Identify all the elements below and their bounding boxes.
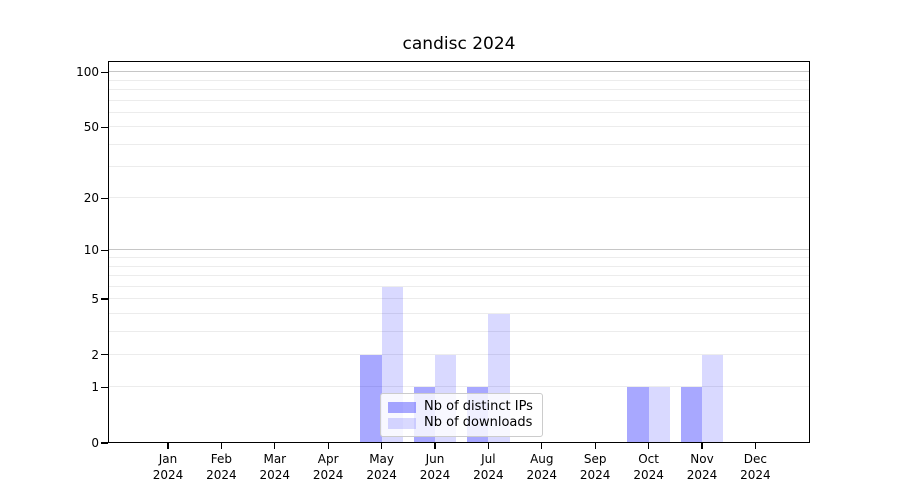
x-tick-label: Jan 2024 [152,452,184,482]
y-tick-label: 100 [76,65,99,80]
x-tick-mark [167,443,169,449]
legend: Nb of distinct IPs Nb of downloads [380,393,543,437]
gridline [108,197,810,199]
legend-label-distinct-ips: Nb of distinct IPs [424,399,533,414]
gridline [108,265,810,267]
gridline [108,312,810,314]
x-tick-mark [327,443,329,449]
gridline [108,274,810,276]
y-tick-mark [101,298,108,300]
x-tick-label: Sep 2024 [579,452,611,482]
y-tick-label: 0 [91,436,99,450]
y-tick-label: 20 [83,191,99,206]
y-tick-label: 10 [83,243,99,258]
x-tick-mark [754,443,757,449]
bar-distinct-ips [680,387,702,443]
gridline [108,99,810,101]
y-tick-label: 1 [91,380,99,395]
legend-swatch-downloads [388,417,416,429]
gridline [108,285,810,287]
gridline [108,386,810,388]
x-tick-label: Jul 2024 [473,452,504,482]
gridline [108,257,810,258]
y-tick-label: 5 [91,292,99,306]
gridline [108,71,810,73]
plot-area [108,61,810,443]
legend-swatch-distinct-ips [388,401,416,413]
x-tick-label: Aug 2024 [526,452,558,482]
x-tick-mark [381,443,383,449]
gridline [108,249,810,251]
x-tick-mark [541,443,543,449]
y-tick-mark [101,126,108,128]
x-tick-label: Nov 2024 [686,452,718,482]
x-tick-label: May 2024 [366,452,397,482]
x-tick-label: Apr 2024 [312,452,344,482]
y-tick-mark [101,249,108,251]
y-tick-label: 2 [91,347,99,362]
x-tick-mark [487,443,490,449]
x-tick-mark [220,443,223,449]
gridline [108,298,810,299]
x-tick-mark [434,443,436,449]
bar-distinct-ips [360,354,382,443]
y-tick-mark [101,197,108,200]
bar-downloads [648,387,670,443]
gridline [108,126,810,128]
bar-downloads [702,354,724,443]
x-tick-mark [648,443,650,449]
y-tick-mark [101,354,108,356]
x-tick-label: Oct 2024 [633,452,664,482]
legend-row-downloads: Nb of downloads [388,415,536,431]
x-tick-label: Feb 2024 [206,452,237,482]
x-tick-label: Dec 2024 [740,452,771,482]
x-tick-label: Jun 2024 [419,452,451,482]
y-tick-mark [101,71,108,73]
gridline [108,88,810,90]
gridline [108,111,810,113]
gridline [108,330,810,332]
legend-row-distinct-ips: Nb of distinct IPs [388,399,536,415]
x-tick-mark [594,443,596,449]
gridline [108,166,810,168]
bar-distinct-ips [627,387,649,443]
x-tick-mark [701,443,703,449]
gridline [108,143,810,145]
x-tick-label: Mar 2024 [259,452,291,482]
y-tick-mark [101,386,108,388]
gridline [108,79,810,81]
chart-title: candisc 2024 [402,34,516,54]
legend-label-downloads: Nb of downloads [424,415,533,430]
gridline [108,353,810,355]
x-tick-mark [274,443,276,449]
y-tick-mark [101,442,108,444]
y-tick-label: 50 [83,120,99,135]
